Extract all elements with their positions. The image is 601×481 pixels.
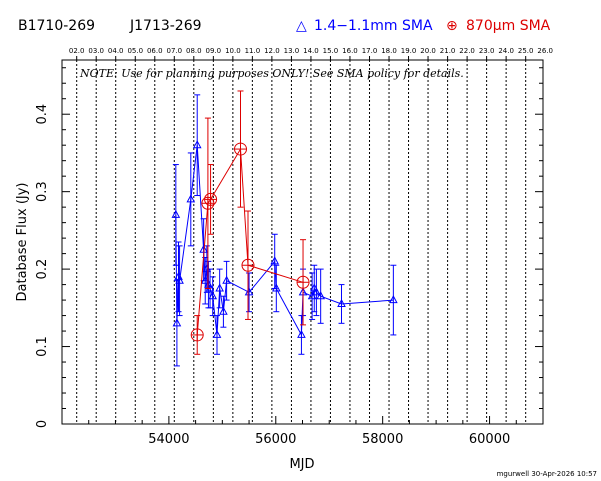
top-year-label: 15.0 [323,47,339,55]
top-year-label: 20.0 [420,47,436,55]
top-year-label: 21.0 [440,47,456,55]
top-year-label: 19.0 [401,47,417,55]
data-point-triangle [222,275,231,284]
top-year-label: 11.0 [245,47,261,55]
data-point-triangle [212,329,222,338]
top-year-label: 23.0 [479,47,495,55]
top-year-label: 09.0 [206,47,222,55]
legend-red-symbol: ⊕ [446,18,458,34]
top-year-label: 24.0 [498,47,514,55]
series-line [196,147,304,335]
top-year-label: 18.0 [381,47,397,55]
data-point-triangle [175,275,184,284]
data-point-triangle [389,295,398,304]
data-point-triangle [244,287,254,296]
top-year-label: 08.0 [186,47,202,55]
plot-frame [61,59,544,425]
data-point-triangle [316,291,326,300]
legend-red-label: 870μm SMA [466,18,551,34]
data-series [171,90,398,367]
y-tick-label: 0 [35,420,50,428]
top-year-label: 04.0 [108,47,124,55]
series-triangle [171,94,398,367]
data-point-triangle [297,329,306,338]
data-point-triangle [271,283,281,292]
top-year-axis: 02.0 03.0 04.0 05.0 06.0 07.0 08.0 09.0 10.0 11.0… [69,47,553,60]
year-gridlines [76,60,527,424]
legend-blue-symbol: △ [296,18,307,34]
top-year-label: 13.0 [284,47,300,55]
data-point-triangle [208,291,218,300]
footer-stamp: mgurwell 30-Apr-2026 10:57 [497,470,597,478]
source-name: B1710-269 [18,18,95,34]
top-year-label: 02.0 [69,47,85,55]
y-tick-label: 0.3 [35,181,50,202]
top-year-label: 06.0 [147,47,163,55]
x-tick-label: 58000 [362,432,403,447]
data-point-triangle [215,283,224,292]
top-year-label: 05.0 [127,47,143,55]
y-tick-label: 0.2 [35,259,50,280]
top-year-label: 22.0 [459,47,475,55]
top-year-label: 14.0 [303,47,319,55]
data-point-triangle [337,298,346,307]
data-point-triangle [312,287,321,296]
y-axis-ticks: 0 0.1 0.2 0.3 0.4 [35,67,543,428]
top-year-label: 16.0 [342,47,358,55]
y-tick-label: 0.1 [35,336,50,357]
x-axis-ticks: 54000 56000 58000 60000 [88,416,517,447]
planning-note: NOTE: Use for planning purposes ONLY! Se… [79,67,464,80]
top-year-label: 10.0 [225,47,241,55]
data-point-triangle [172,318,182,327]
source-alt-name: J1713-269 [129,18,202,34]
top-year-label: 26.0 [537,47,553,55]
data-point-triangle [192,140,202,149]
x-tick-label: 54000 [148,432,189,447]
top-year-label: 12.0 [264,47,280,55]
top-year-label: 17.0 [362,47,378,55]
data-point-triangle [270,256,280,265]
top-year-label: 25.0 [518,47,534,55]
top-year-label: 03.0 [88,47,104,55]
y-tick-label: 0.4 [35,104,50,125]
x-tick-label: 60000 [469,432,510,447]
x-axis-title: MJD [289,457,314,472]
x-tick-label: 56000 [255,432,296,447]
data-point-triangle [186,194,196,203]
data-point-triangle [171,209,181,218]
top-year-label: 07.0 [166,47,182,55]
y-axis-title: Database Flux (Jy) [15,183,30,302]
series-circle-plus [190,90,310,355]
data-point-triangle [219,306,228,315]
legend-blue-label: 1.4−1.1mm SMA [314,18,433,34]
